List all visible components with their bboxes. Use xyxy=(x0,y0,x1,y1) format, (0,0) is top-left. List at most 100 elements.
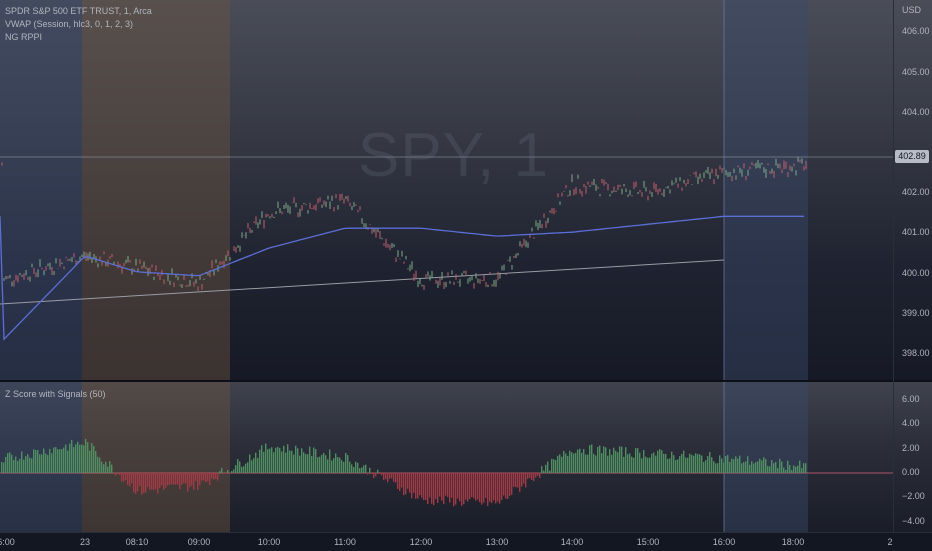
zscore-bar xyxy=(677,459,678,473)
zscore-bar xyxy=(593,454,594,473)
osc-tick: 2.00 xyxy=(902,443,920,453)
time-label: 08:10 xyxy=(126,537,149,547)
zscore-bar xyxy=(251,460,252,473)
zscore-bar xyxy=(467,473,468,502)
zscore-bar xyxy=(729,462,730,473)
zscore-bar xyxy=(13,460,14,473)
zscore-bar xyxy=(613,448,614,473)
zscore-bar xyxy=(633,458,634,473)
zscore-bar xyxy=(145,473,146,492)
zscore-bar xyxy=(359,468,360,473)
zscore-bar xyxy=(407,473,408,489)
time-label: 18:00 xyxy=(782,537,805,547)
zscore-bar xyxy=(661,450,662,473)
zscore-bar xyxy=(327,459,328,473)
zscore-bar xyxy=(667,459,668,473)
zscore-bar xyxy=(237,459,238,473)
zscore-bar xyxy=(153,473,154,490)
zscore-bar xyxy=(319,457,320,473)
zscore-bar xyxy=(571,452,572,473)
zscore-bar xyxy=(253,458,254,473)
zscore-bar xyxy=(19,459,20,473)
zscore-bar xyxy=(521,473,522,487)
zscore-bar xyxy=(693,456,694,473)
zscore-bar xyxy=(17,461,18,473)
zscore-bar xyxy=(71,440,72,473)
zscore-bar xyxy=(779,459,780,473)
zscore-bar xyxy=(101,462,102,473)
zscore-bar xyxy=(189,473,190,487)
zscore-bar xyxy=(441,473,442,501)
zscore-bar xyxy=(3,463,4,473)
zscore-bar xyxy=(473,473,474,498)
price-axis[interactable]: USD 406.00 405.00 404.00 402.00 401.00 4… xyxy=(893,0,932,532)
pane-separator[interactable] xyxy=(0,380,932,382)
zscore-bar xyxy=(315,449,316,473)
zscore-bar xyxy=(793,465,794,473)
zscore-bar xyxy=(535,473,536,477)
zscore-bar xyxy=(329,449,330,473)
zscore-bar xyxy=(545,465,546,473)
zscore-bar xyxy=(767,466,768,473)
zscore-bar xyxy=(781,462,782,473)
zscore-bar xyxy=(713,461,714,473)
zscore-bar xyxy=(493,473,494,500)
zscore-bar xyxy=(513,473,514,487)
zscore-bar xyxy=(215,473,216,479)
legend-indicator[interactable]: NG RPPI xyxy=(5,32,42,42)
zscore-bar xyxy=(551,459,552,473)
zscore-bar xyxy=(195,473,196,481)
zscore-bar xyxy=(143,473,144,493)
zscore-bar xyxy=(317,457,318,473)
zscore-bar xyxy=(649,458,650,473)
zscore-bar xyxy=(401,473,402,488)
legend-symbol[interactable]: SPDR S&P 500 ETF TRUST, 1, Arca xyxy=(5,6,152,16)
zscore-bar xyxy=(179,473,180,489)
zscore-bar xyxy=(91,443,92,473)
zscore-bar xyxy=(559,454,560,473)
zscore-bar xyxy=(471,473,472,497)
zscore-bar xyxy=(293,454,294,473)
zscore-bar xyxy=(65,445,66,473)
zscore-bar xyxy=(391,473,392,478)
zscore-bar xyxy=(423,473,424,500)
zscore-bar xyxy=(323,453,324,473)
legend-vwap[interactable]: VWAP (Session, hlc3, 0, 1, 2, 3) xyxy=(5,19,133,29)
zscore-bar xyxy=(491,473,492,503)
zscore-bar xyxy=(589,445,590,473)
zscore-bar xyxy=(259,450,260,473)
zscore-bar xyxy=(573,454,574,473)
zscore-bar xyxy=(741,463,742,473)
zscore-bar xyxy=(291,451,292,473)
zscore-bar xyxy=(721,458,722,473)
zscore-bar xyxy=(703,462,704,473)
zscore-bar xyxy=(297,448,298,473)
osc-tick: 4.00 xyxy=(902,418,920,428)
zscore-bar xyxy=(207,473,208,481)
zscore-bar xyxy=(47,455,48,473)
zscore-bar xyxy=(791,470,792,473)
zscore-bar xyxy=(705,460,706,473)
osc-tick: 6.00 xyxy=(902,394,920,404)
zscore-bar xyxy=(479,473,480,502)
zscore-bar xyxy=(121,473,122,482)
zscore-bar xyxy=(505,473,506,499)
zscore-bar xyxy=(267,449,268,473)
zscore-bar xyxy=(671,452,672,473)
zscore-bar xyxy=(655,456,656,473)
zscore-bar xyxy=(383,473,384,480)
zscore-bar xyxy=(193,473,194,490)
zscore-bar xyxy=(461,473,462,506)
zscore-bar xyxy=(135,473,136,494)
zscore-bar xyxy=(577,450,578,473)
zscore-bar xyxy=(561,457,562,473)
zscore-bar xyxy=(29,458,30,473)
zscore-bar xyxy=(361,467,362,473)
zscore-bar xyxy=(723,463,724,473)
zscore-bar xyxy=(81,445,82,473)
oscillator-title[interactable]: Z Score with Signals (50) xyxy=(5,389,106,399)
zscore-bar xyxy=(737,459,738,473)
zscore-bar xyxy=(301,448,302,473)
zscore-bar xyxy=(539,473,540,478)
